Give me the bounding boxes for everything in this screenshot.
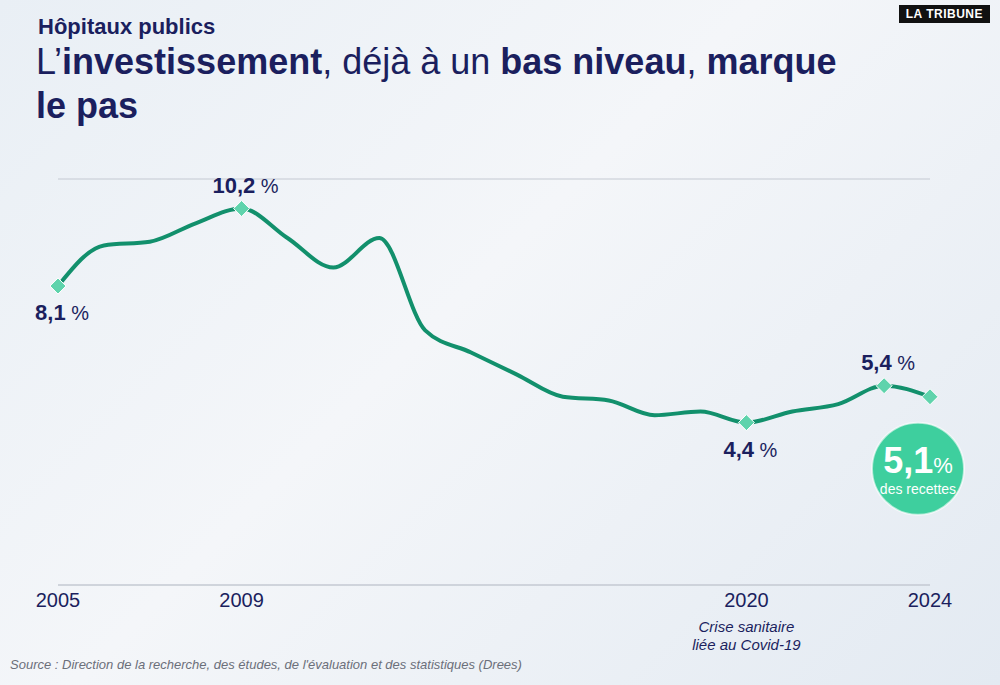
- svg-text:10,2 %: 10,2 %: [212, 173, 278, 198]
- html-text:LA TRIBUNE: LA TRIBUNE: [905, 7, 983, 21]
- svg-text:2024: 2024: [908, 589, 953, 611]
- svg-text:2005: 2005: [36, 589, 81, 611]
- html-text:Hôpitaux publics: Hôpitaux publics: [38, 14, 216, 39]
- html-text:Source : Direction de la reche: Source : Direction de la recherche, des …: [10, 657, 522, 672]
- svg-text:des recettes: des recettes: [880, 481, 956, 497]
- html-text:L’ investissement, déjà à un b: L’ investissement, déjà à un bas niveau,…: [36, 41, 837, 126]
- html-text:liée au Covid-19: liée au Covid-19: [692, 636, 801, 653]
- svg-text:5,1%: 5,1%: [883, 440, 953, 481]
- svg-text:5,4 %: 5,4 %: [861, 350, 915, 375]
- svg-text:4,4 %: 4,4 %: [723, 437, 777, 462]
- svg-text:2020: 2020: [724, 589, 769, 611]
- svg-text:8,1 %: 8,1 %: [35, 300, 89, 325]
- html-text:Crise sanitaire: Crise sanitaire: [698, 618, 795, 635]
- svg-text:2009: 2009: [219, 589, 264, 611]
